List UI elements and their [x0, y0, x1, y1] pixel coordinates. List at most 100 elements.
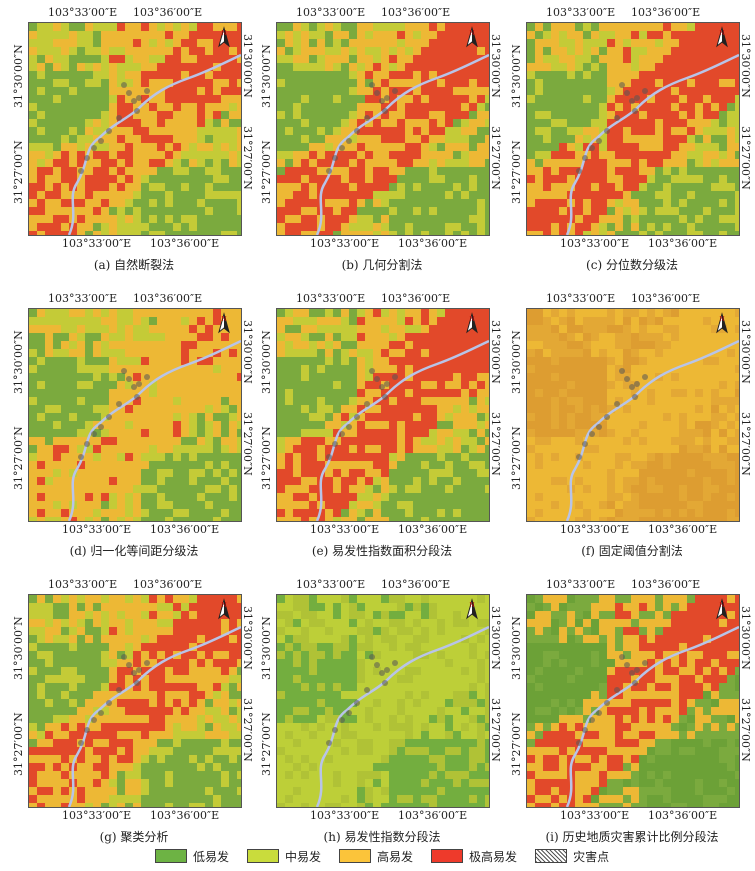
map-cell: [381, 453, 389, 461]
map-cell: [631, 63, 639, 71]
map-cell: [93, 429, 101, 437]
map-cell: [189, 397, 197, 405]
map-cell: [221, 111, 229, 119]
map-cell: [485, 71, 489, 79]
map-cell: [671, 63, 679, 71]
map-cell: [285, 63, 293, 71]
map-cell: [125, 603, 133, 611]
map-cell: [37, 659, 45, 667]
map-cell: [727, 365, 735, 373]
map-cell: [181, 365, 189, 373]
map-cell: [477, 63, 485, 71]
map-cell: [149, 461, 157, 469]
map-cell: [205, 223, 213, 231]
map-cell: [381, 517, 389, 521]
map-cell: [647, 485, 655, 493]
map-cell: [477, 309, 485, 317]
map-cell: [293, 429, 301, 437]
map-cell: [639, 119, 647, 127]
map-cell: [695, 175, 703, 183]
map-cell: [607, 421, 615, 429]
map-cell: [551, 349, 559, 357]
map-cell: [703, 349, 711, 357]
map-cell: [37, 493, 45, 501]
map-cell: [719, 493, 727, 501]
map-cell: [373, 151, 381, 159]
map-cell: [453, 103, 461, 111]
map-cell: [543, 413, 551, 421]
map-cell: [357, 373, 365, 381]
map-cell: [671, 421, 679, 429]
map-cell: [149, 699, 157, 707]
map-cell: [615, 223, 623, 231]
map-cell: [157, 707, 165, 715]
map-cell: [197, 509, 205, 517]
map-cell: [37, 87, 45, 95]
map-cell: [429, 79, 437, 87]
map-cell: [133, 691, 141, 699]
map-cell: [133, 699, 141, 707]
map-cell: [133, 191, 141, 199]
map-cell: [53, 619, 61, 627]
map-cell: [277, 31, 285, 39]
map-cell: [575, 325, 583, 333]
map-cell: [221, 627, 229, 635]
map-cell: [309, 453, 317, 461]
map-cell: [477, 413, 485, 421]
map-cell: [29, 659, 37, 667]
map-cell: [341, 55, 349, 63]
map-cell: [77, 127, 85, 135]
map-cell: [469, 397, 477, 405]
map-cell: [61, 365, 69, 373]
map-cell: [45, 183, 53, 191]
map-cell: [101, 309, 109, 317]
map-cell: [333, 71, 341, 79]
map-cell: [165, 715, 173, 723]
map-cell: [285, 389, 293, 397]
map-cell: [535, 325, 543, 333]
map-cell: [29, 151, 37, 159]
map-cell: [309, 231, 317, 235]
map-cell: [639, 47, 647, 55]
map-cell: [567, 31, 575, 39]
map-cell: [189, 477, 197, 485]
map-cell: [45, 397, 53, 405]
map-cell: [69, 635, 77, 643]
map-cell: [727, 111, 735, 119]
map-cell: [213, 501, 221, 509]
map-cell: [527, 79, 535, 87]
map-cell: [277, 477, 285, 485]
disaster-point: [339, 145, 345, 151]
map-cell: [37, 381, 45, 389]
map-cell: [559, 485, 567, 493]
map-cell: [229, 635, 237, 643]
map-cell: [101, 87, 109, 95]
map-cell: [93, 151, 101, 159]
map-cell: [607, 341, 615, 349]
map-cell: [461, 31, 469, 39]
map-cell: [77, 31, 85, 39]
map-cell: [93, 103, 101, 111]
map-cell: [413, 317, 421, 325]
map-cell: [93, 445, 101, 453]
map-cell: [591, 493, 599, 501]
map-cell: [663, 135, 671, 143]
map-cell: [189, 215, 197, 223]
map-cell: [149, 619, 157, 627]
map-cell: [237, 619, 241, 627]
map-cell: [213, 223, 221, 231]
map-cell: [133, 373, 141, 381]
map-cell: [237, 611, 241, 619]
map-cell: [655, 357, 663, 365]
map-cell: [205, 103, 213, 111]
map-cell: [189, 87, 197, 95]
map-cell: [405, 381, 413, 389]
map-cell: [165, 659, 173, 667]
map-cell: [229, 127, 237, 135]
map-cell: [133, 151, 141, 159]
map-cell: [181, 683, 189, 691]
map-cell: [695, 349, 703, 357]
map-panel: 103°33′00″E 103°36′00″E 103°33′00″E 103°36′…: [258, 4, 506, 284]
map-cell: [639, 501, 647, 509]
map-cell: [325, 191, 333, 199]
